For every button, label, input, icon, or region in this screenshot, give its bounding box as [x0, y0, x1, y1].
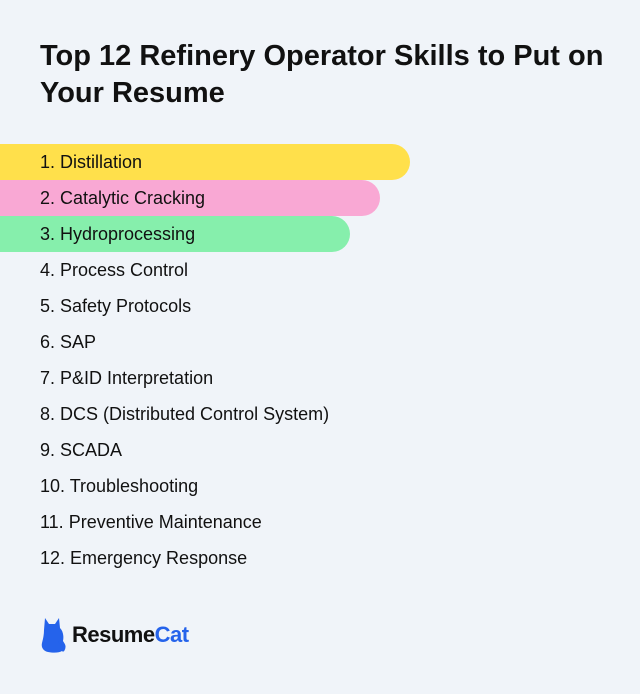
- skill-item-emergency-response: 12. Emergency Response: [40, 548, 248, 568]
- skill-item-safety-protocols: 5. Safety Protocols: [40, 296, 192, 316]
- skill-item-preventive-maintenance: 11. Preventive Maintenance: [40, 512, 262, 532]
- brand-logo[interactable]: ResumeCat: [40, 616, 189, 654]
- page-title: Top 12 Refinery Operator Skills to Put o…: [40, 40, 604, 109]
- skill-item-catalytic-cracking: 2. Catalytic Cracking: [0, 180, 380, 216]
- brand-name: ResumeCat: [72, 622, 189, 648]
- skill-item-troubleshooting: 10. Troubleshooting: [40, 476, 199, 496]
- cat-icon: [41, 618, 66, 653]
- skill-item-pid-interpretation: 7. P&ID Interpretation: [40, 368, 214, 388]
- skill-item-process-control: 4. Process Control: [40, 260, 189, 280]
- skill-item-dcs: 8. DCS (Distributed Control System): [40, 404, 330, 424]
- skill-item-sap: 6. SAP: [40, 332, 97, 352]
- skill-item-hydroprocessing: 3. Hydroprocessing: [0, 216, 350, 252]
- skills-list: 1. Distillation 2. Catalytic Cracking 3.…: [0, 144, 410, 576]
- skill-item-distillation: 1. Distillation: [0, 144, 410, 180]
- skill-item-scada: 9. SCADA: [40, 440, 123, 460]
- brand-name-part1: Resume: [72, 622, 155, 647]
- brand-name-part2: Cat: [154, 622, 189, 647]
